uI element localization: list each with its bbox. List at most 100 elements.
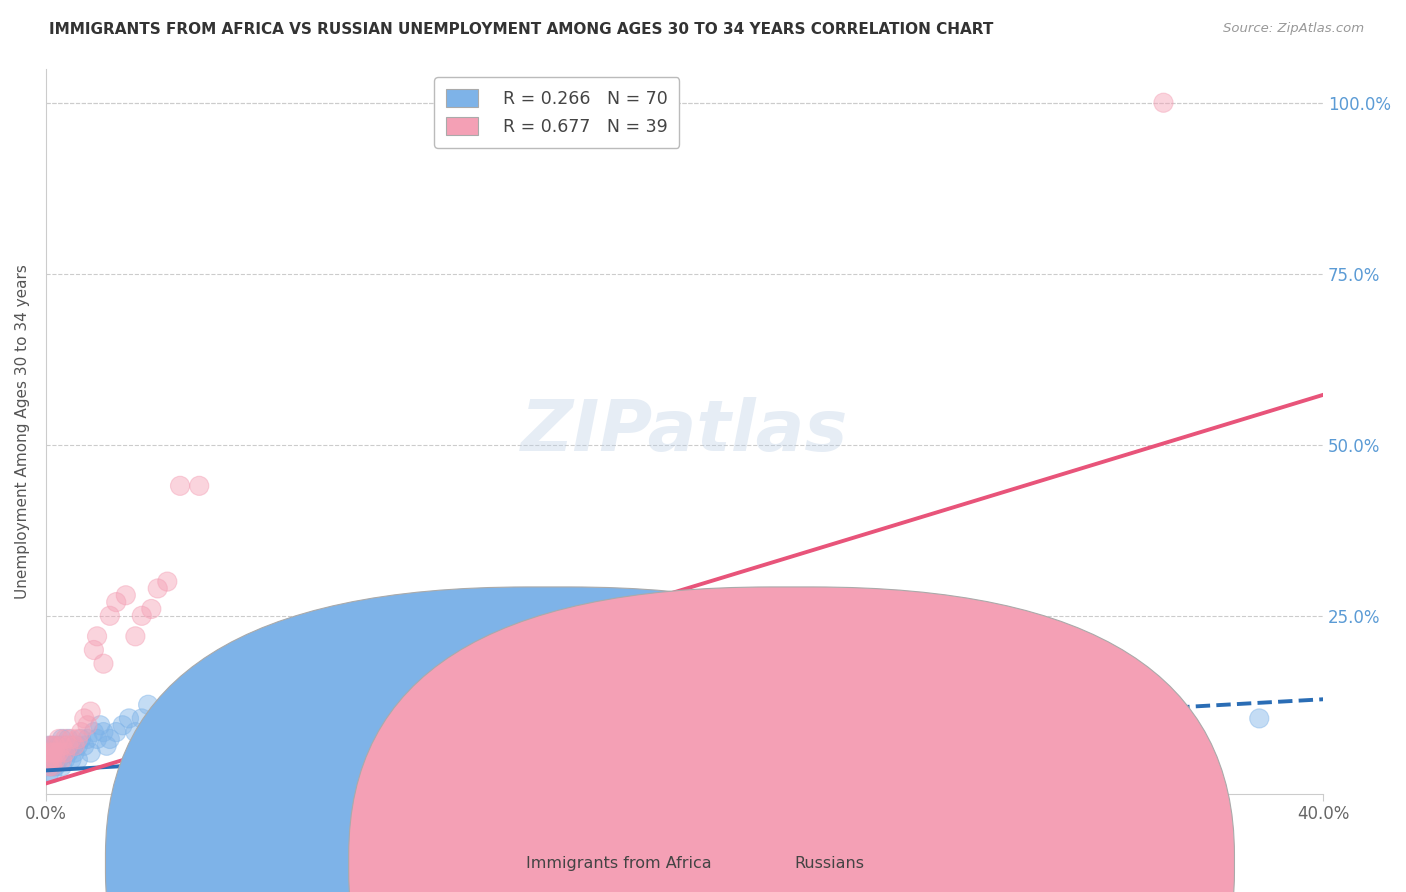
Ellipse shape [564,681,582,700]
Ellipse shape [42,764,62,782]
Ellipse shape [1154,93,1173,112]
Ellipse shape [157,709,177,728]
Ellipse shape [132,607,152,625]
Ellipse shape [49,743,69,762]
Ellipse shape [39,743,59,762]
Y-axis label: Unemployment Among Ages 30 to 34 years: Unemployment Among Ages 30 to 34 years [15,264,30,599]
Ellipse shape [59,730,77,748]
Ellipse shape [42,750,62,769]
Ellipse shape [46,750,65,769]
Text: ZIPatlas: ZIPatlas [520,397,848,466]
Ellipse shape [46,736,65,756]
Ellipse shape [87,730,107,748]
Ellipse shape [531,695,551,714]
Ellipse shape [49,736,69,756]
Ellipse shape [177,695,195,714]
Ellipse shape [72,730,90,748]
Text: Russians: Russians [794,856,865,871]
Ellipse shape [148,579,167,598]
Ellipse shape [75,736,94,756]
Ellipse shape [145,715,165,735]
Ellipse shape [39,750,59,769]
Text: IMMIGRANTS FROM AFRICA VS RUSSIAN UNEMPLOYMENT AMONG AGES 30 TO 34 YEARS CORRELA: IMMIGRANTS FROM AFRICA VS RUSSIAN UNEMPL… [49,22,994,37]
Ellipse shape [39,764,59,782]
Ellipse shape [100,730,120,748]
Ellipse shape [90,715,110,735]
Ellipse shape [62,750,82,769]
Ellipse shape [243,715,263,735]
Ellipse shape [77,715,97,735]
Ellipse shape [52,756,72,776]
Ellipse shape [69,736,87,756]
Ellipse shape [42,750,62,769]
Ellipse shape [738,709,758,728]
Ellipse shape [42,756,62,776]
Ellipse shape [152,702,170,721]
Ellipse shape [228,695,247,714]
Ellipse shape [120,709,139,728]
Ellipse shape [72,723,90,741]
Ellipse shape [107,723,125,741]
Ellipse shape [165,723,183,741]
Ellipse shape [142,599,160,618]
Ellipse shape [62,730,82,748]
Ellipse shape [62,736,82,756]
Ellipse shape [56,750,75,769]
Ellipse shape [595,695,614,714]
Ellipse shape [52,750,72,769]
Ellipse shape [84,640,104,659]
Ellipse shape [49,730,69,748]
Ellipse shape [157,572,177,591]
Ellipse shape [39,736,59,756]
Ellipse shape [84,723,104,741]
Ellipse shape [97,736,117,756]
Ellipse shape [75,709,94,728]
Ellipse shape [994,695,1014,714]
Ellipse shape [276,709,295,728]
Ellipse shape [100,607,120,625]
Ellipse shape [94,654,112,673]
Ellipse shape [56,730,75,748]
Ellipse shape [46,756,65,776]
Ellipse shape [49,750,69,769]
Ellipse shape [39,743,59,762]
Ellipse shape [39,736,59,756]
Ellipse shape [292,695,311,714]
Ellipse shape [52,736,72,756]
Ellipse shape [87,627,107,646]
Ellipse shape [190,715,209,735]
Ellipse shape [39,750,59,769]
Ellipse shape [112,715,132,735]
Ellipse shape [42,743,62,762]
Ellipse shape [42,736,62,756]
Ellipse shape [69,730,87,748]
Ellipse shape [323,689,343,707]
Ellipse shape [356,648,375,666]
Ellipse shape [52,730,72,748]
Ellipse shape [65,743,84,762]
Ellipse shape [39,756,59,776]
Ellipse shape [59,743,77,762]
Text: Immigrants from Africa: Immigrants from Africa [526,856,711,871]
Ellipse shape [42,743,62,762]
Ellipse shape [59,736,77,756]
Ellipse shape [190,476,209,495]
Ellipse shape [202,702,222,721]
Ellipse shape [308,681,328,700]
Ellipse shape [39,756,59,776]
Ellipse shape [69,750,87,769]
Ellipse shape [42,736,62,756]
Ellipse shape [82,743,100,762]
Ellipse shape [46,743,65,762]
Ellipse shape [65,736,84,756]
Text: Source: ZipAtlas.com: Source: ZipAtlas.com [1223,22,1364,36]
Ellipse shape [1250,709,1268,728]
Ellipse shape [260,702,278,721]
Ellipse shape [132,709,152,728]
Ellipse shape [46,736,65,756]
Ellipse shape [451,750,471,769]
Ellipse shape [139,695,157,714]
Ellipse shape [170,476,190,495]
Ellipse shape [49,743,69,762]
Ellipse shape [82,702,100,721]
